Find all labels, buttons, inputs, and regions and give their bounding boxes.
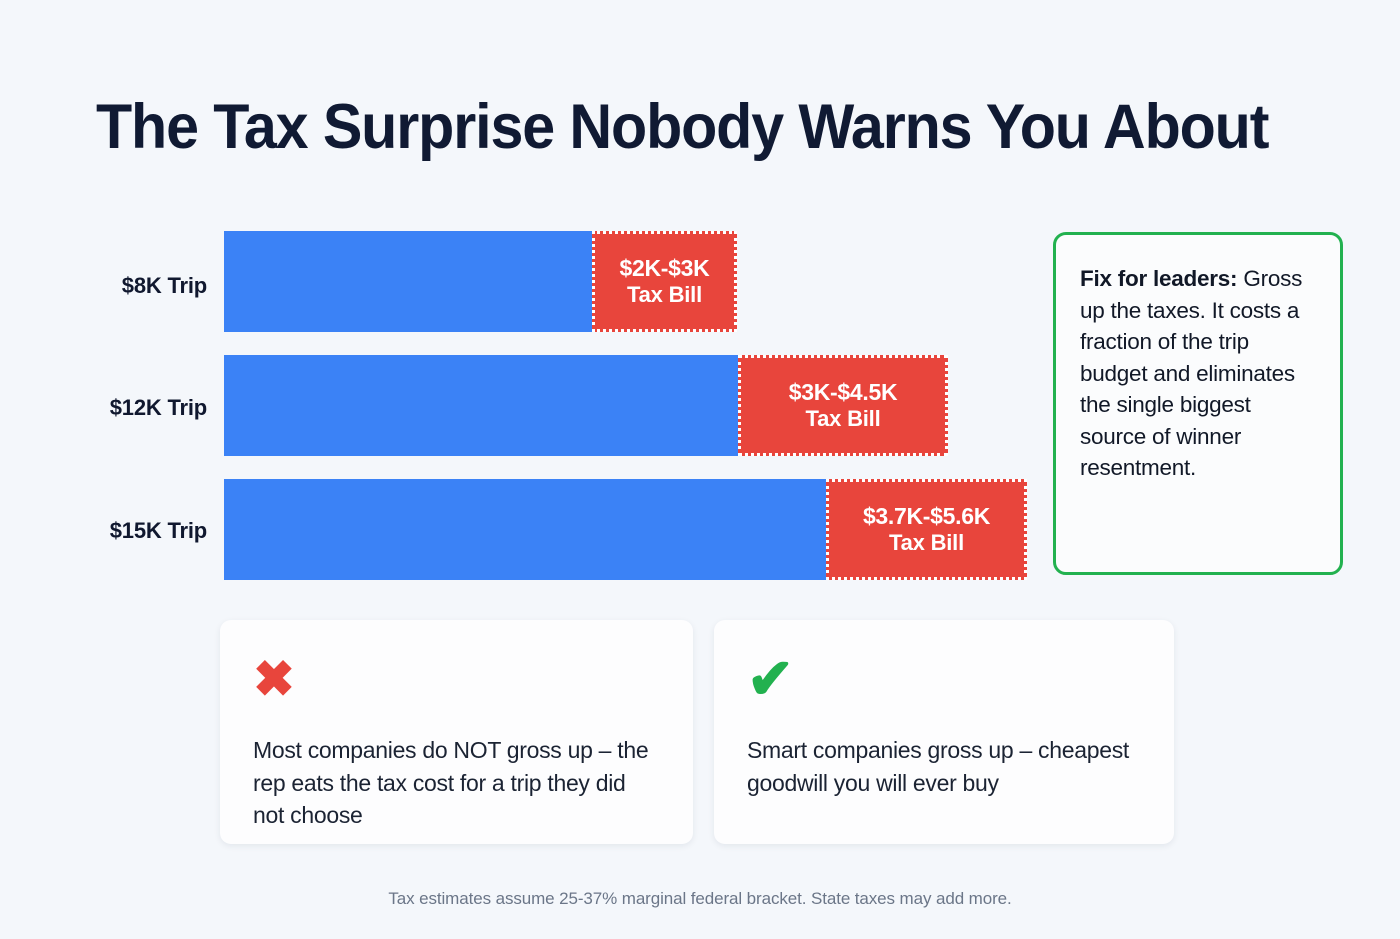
callout-body-text: Gross up the taxes. It costs a fraction … [1080, 266, 1303, 480]
tax-bill-sublabel-12k: Tax Bill [805, 406, 881, 432]
bar-category-label-8k: $8K Trip [121, 273, 207, 298]
card-smart-companies: ✔ Smart companies gross up – cheapest go… [714, 620, 1174, 844]
callout-heading: Fix for leaders: [1080, 266, 1238, 291]
tax-bill-sublabel-15k: Tax Bill [888, 530, 964, 556]
fix-for-leaders-callout: Fix for leaders: Gross up the taxes. It … [1053, 232, 1343, 575]
card-most-companies: ✖ Most companies do NOT gross up – the r… [220, 620, 693, 844]
callout-body: Fix for leaders: Gross up the taxes. It … [1080, 263, 1318, 484]
trip-value-bar-12k [224, 355, 738, 456]
tax-bill-amount-8k: $2K-$3K [619, 255, 710, 282]
tax-bill-bar-12k: $3K-$4.5K Tax Bill [738, 355, 948, 456]
card-smart-companies-text: Smart companies gross up – cheapest good… [747, 737, 1129, 796]
bar-category-label-12k: $12K Trip [109, 395, 207, 420]
tax-bill-amount-15k: $3.7K-$5.6K [862, 503, 991, 530]
tax-bill-bar-8k: $2K-$3K Tax Bill [592, 231, 737, 332]
tax-bill-sublabel-8k: Tax Bill [626, 282, 702, 308]
trip-value-bar-8k [224, 231, 592, 332]
card-most-companies-text: Most companies do NOT gross up – the rep… [253, 737, 649, 828]
check-mark-icon: ✔ [747, 647, 794, 710]
bar-category-label-15k: $15K Trip [109, 518, 207, 543]
x-mark-icon: ✖ [253, 651, 295, 707]
tax-bill-bar-15k: $3.7K-$5.6K Tax Bill [826, 479, 1027, 580]
page-title: The Tax Surprise Nobody Warns You About [96, 92, 1269, 162]
trip-value-bar-15k [224, 479, 826, 580]
footnote: Tax estimates assume 25-37% marginal fed… [388, 889, 1012, 908]
tax-bill-amount-12k: $3K-$4.5K [788, 379, 898, 406]
